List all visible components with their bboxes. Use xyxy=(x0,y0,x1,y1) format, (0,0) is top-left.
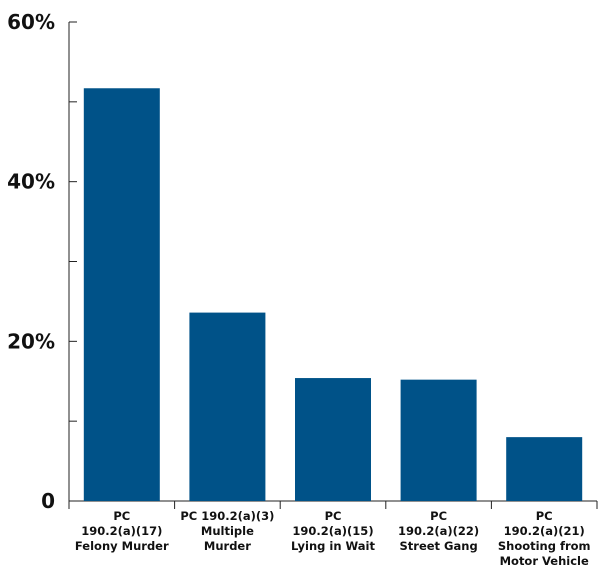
bar xyxy=(400,379,477,501)
x-tick-label-line: 190.2(a)(21) xyxy=(504,524,585,538)
y-tick-label: 60% xyxy=(7,10,55,34)
x-tick-label-line: PC 190.2(a)(3) xyxy=(180,509,274,523)
x-tick-label-line: 190.2(a)(17) xyxy=(81,524,162,538)
x-tick-label: PC 190.2(a)(17) Felony Murder xyxy=(75,509,169,553)
y-tick-label: 0 xyxy=(41,489,55,513)
x-tick-label-line: PC xyxy=(430,509,447,523)
x-tick-label-line: 190.2(a)(15) xyxy=(292,524,373,538)
x-tick-label: PC 190.2(a)(15) Lying in Wait xyxy=(291,509,376,553)
bar xyxy=(506,437,583,501)
y-tick-label: 20% xyxy=(7,329,55,353)
x-tick-label-line: Motor Vehicle xyxy=(500,554,589,568)
x-tick-label-line: Murder xyxy=(204,539,251,553)
x-tick-label: PC 190.2(a)(22) Street Gang xyxy=(398,509,479,553)
y-axis: 0 20% 40% 60% xyxy=(7,10,77,513)
x-tick-label-line: 190.2(a)(22) xyxy=(398,524,479,538)
x-tick-label-line: Multiple xyxy=(201,524,254,538)
x-tick-label-line: Lying in Wait xyxy=(291,539,376,553)
x-tick-label-line: PC xyxy=(325,509,342,523)
bars xyxy=(83,88,583,502)
x-axis xyxy=(68,500,598,509)
x-tick-label-line: Street Gang xyxy=(400,539,478,553)
x-tick-label-line: PC xyxy=(536,509,553,523)
bar xyxy=(83,88,160,502)
x-tick-label: PC 190.2(a)(21) Shooting from Motor Vehicle xyxy=(498,509,591,568)
x-tick-label-line: Felony Murder xyxy=(75,539,169,553)
x-tick-label: PC 190.2(a)(3) Multiple Murder xyxy=(180,509,274,553)
bar xyxy=(295,378,371,501)
y-tick-label: 40% xyxy=(7,170,55,194)
bar xyxy=(189,312,266,501)
x-tick-label-line: PC xyxy=(113,509,130,523)
x-tick-label-line: Shooting from xyxy=(498,539,591,553)
